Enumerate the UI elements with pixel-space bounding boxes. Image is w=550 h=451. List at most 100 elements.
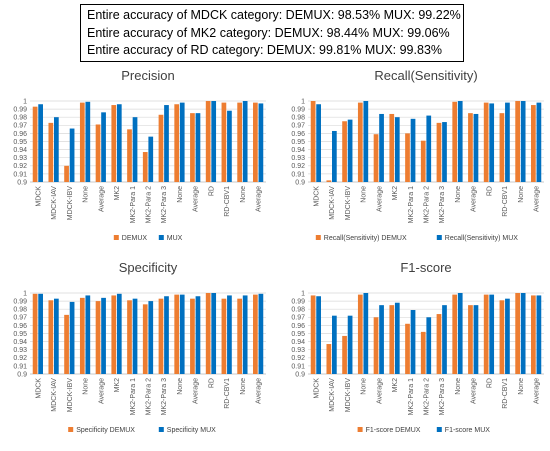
y-tick-label: 0.95 <box>291 139 305 146</box>
bar-mux-none <box>85 295 91 374</box>
bar-mux-mdck-ibv <box>69 128 75 182</box>
x-category-label: None <box>83 378 90 395</box>
bar-demux-rd <box>205 101 211 182</box>
y-tick-label: 0.99 <box>291 107 305 114</box>
bar-mux-mk2-para-3 <box>164 105 169 182</box>
summary-line-mdck: Entire accuracy of MDCK category: DEMUX:… <box>87 8 461 22</box>
y-tick-label: 0.97 <box>291 315 305 322</box>
x-category-label: RD <box>208 378 215 388</box>
legend-label-demux: Specificity DEMUX <box>76 427 135 434</box>
bar-mux-mdck-iav <box>54 117 59 182</box>
bar-mux-mk2-para-2 <box>426 115 432 182</box>
bar-mux-none <box>179 102 185 182</box>
bar-demux-mk2 <box>111 295 117 374</box>
bar-mux-none <box>457 293 463 374</box>
y-tick-label: 0.92 <box>13 163 27 170</box>
bar-mux-mk2-para-1 <box>132 298 138 374</box>
bar-demux-mk2-para-3 <box>436 122 442 182</box>
bar-demux-mdck-iav <box>326 344 332 374</box>
y-tick-label: 0.98 <box>291 307 305 314</box>
x-category-label: MK2 <box>114 186 121 201</box>
bar-demux-mdck <box>32 106 38 182</box>
x-category-label: Average <box>98 186 105 212</box>
bar-mux-average <box>379 305 384 374</box>
bar-demux-mdck-ibv <box>342 121 347 182</box>
x-category-label: MK2-Para 2 <box>424 378 431 415</box>
y-tick-label: 0.9 <box>295 179 305 186</box>
y-tick-label: 0.94 <box>13 147 27 154</box>
bar-mux-average <box>473 305 479 374</box>
bar-mux-average <box>101 297 106 374</box>
bar-mux-average <box>379 113 384 182</box>
bar-mux-average <box>473 113 479 182</box>
x-category-label: MDCK-IBV <box>345 186 352 221</box>
bar-mux-none <box>520 101 526 182</box>
x-category-label: None <box>240 186 247 203</box>
bar-mux-rd <box>489 103 495 182</box>
chart-title: Recall(Sensitivity) <box>374 68 477 83</box>
bar-mux-none <box>363 101 369 182</box>
x-category-label: Average <box>376 186 383 212</box>
bar-mux-mdck-iav <box>332 315 337 374</box>
x-category-label: MDCK <box>35 378 42 399</box>
bar-demux-average <box>468 305 473 374</box>
y-tick-label: 1 <box>23 290 27 297</box>
bar-demux-mk2-para-2 <box>142 152 148 182</box>
y-tick-label: 0.96 <box>291 131 305 138</box>
summary-line-mk2: Entire accuracy of MK2 category: DEMUX: … <box>87 25 450 40</box>
x-category-label: Average <box>193 378 200 404</box>
bar-demux-mk2 <box>111 105 117 182</box>
bar-demux-rd <box>205 293 211 374</box>
bar-mux-mdck <box>316 104 321 182</box>
x-category-label: MK2-Para 3 <box>161 186 168 223</box>
bar-demux-none <box>237 298 242 374</box>
y-tick-label: 0.92 <box>291 163 305 170</box>
bar-demux-rd-cbv1 <box>499 300 505 374</box>
bar-demux-mk2-para-2 <box>142 304 148 374</box>
bar-mux-mk2 <box>394 117 400 182</box>
x-category-label: MK2-Para 2 <box>424 186 431 223</box>
x-category-label: RD <box>486 378 493 388</box>
chart-title: F1-score <box>400 260 451 275</box>
x-category-label: MK2 <box>392 378 399 393</box>
bar-demux-average <box>190 113 195 182</box>
bar-demux-average <box>95 301 101 374</box>
bar-mux-average <box>195 296 201 374</box>
bar-demux-rd <box>483 294 489 374</box>
bar-mux-none <box>242 101 248 182</box>
x-category-label: Average <box>193 186 200 212</box>
bar-mux-average <box>101 112 106 182</box>
bar-mux-rd-cbv1 <box>505 102 510 182</box>
legend-swatch-mux <box>158 427 164 432</box>
bar-mux-mk2-para-3 <box>164 296 169 374</box>
bar-mux-mk2-para-3 <box>442 122 447 182</box>
x-category-label: None <box>455 186 462 203</box>
bar-demux-mdck-iav <box>48 300 54 374</box>
x-category-label: MDCK-IBV <box>345 378 352 413</box>
bar-mux-mdck <box>38 104 43 182</box>
bar-mux-mk2-para-2 <box>148 301 154 374</box>
y-tick-label: 0.9 <box>17 179 27 186</box>
y-tick-label: 0.95 <box>13 331 27 338</box>
chart-title: Specificity <box>119 260 178 275</box>
bar-demux-mdck-iav <box>326 180 332 182</box>
y-tick-label: 0.93 <box>13 155 27 162</box>
bar-demux-mk2 <box>389 305 395 374</box>
bar-mux-none <box>242 295 248 374</box>
x-category-label: MK2-Para 1 <box>130 378 137 415</box>
bar-demux-none <box>515 101 520 182</box>
bar-mux-mdck-iav <box>54 298 59 374</box>
bar-demux-average <box>253 102 258 182</box>
bar-demux-mdck-ibv <box>64 314 69 374</box>
y-tick-label: 0.96 <box>13 323 27 330</box>
legend-swatch-mux <box>436 235 442 240</box>
bar-demux-none <box>452 101 458 182</box>
bar-mux-rd-cbv1 <box>227 295 232 374</box>
bar-mux-mdck <box>38 293 43 374</box>
x-category-label: MDCK <box>313 186 320 207</box>
bar-mux-rd <box>211 293 217 374</box>
y-tick-label: 0.99 <box>13 107 27 114</box>
bar-demux-mk2 <box>389 113 395 182</box>
bar-demux-mk2-para-2 <box>420 140 426 182</box>
x-category-label: None <box>83 186 90 203</box>
